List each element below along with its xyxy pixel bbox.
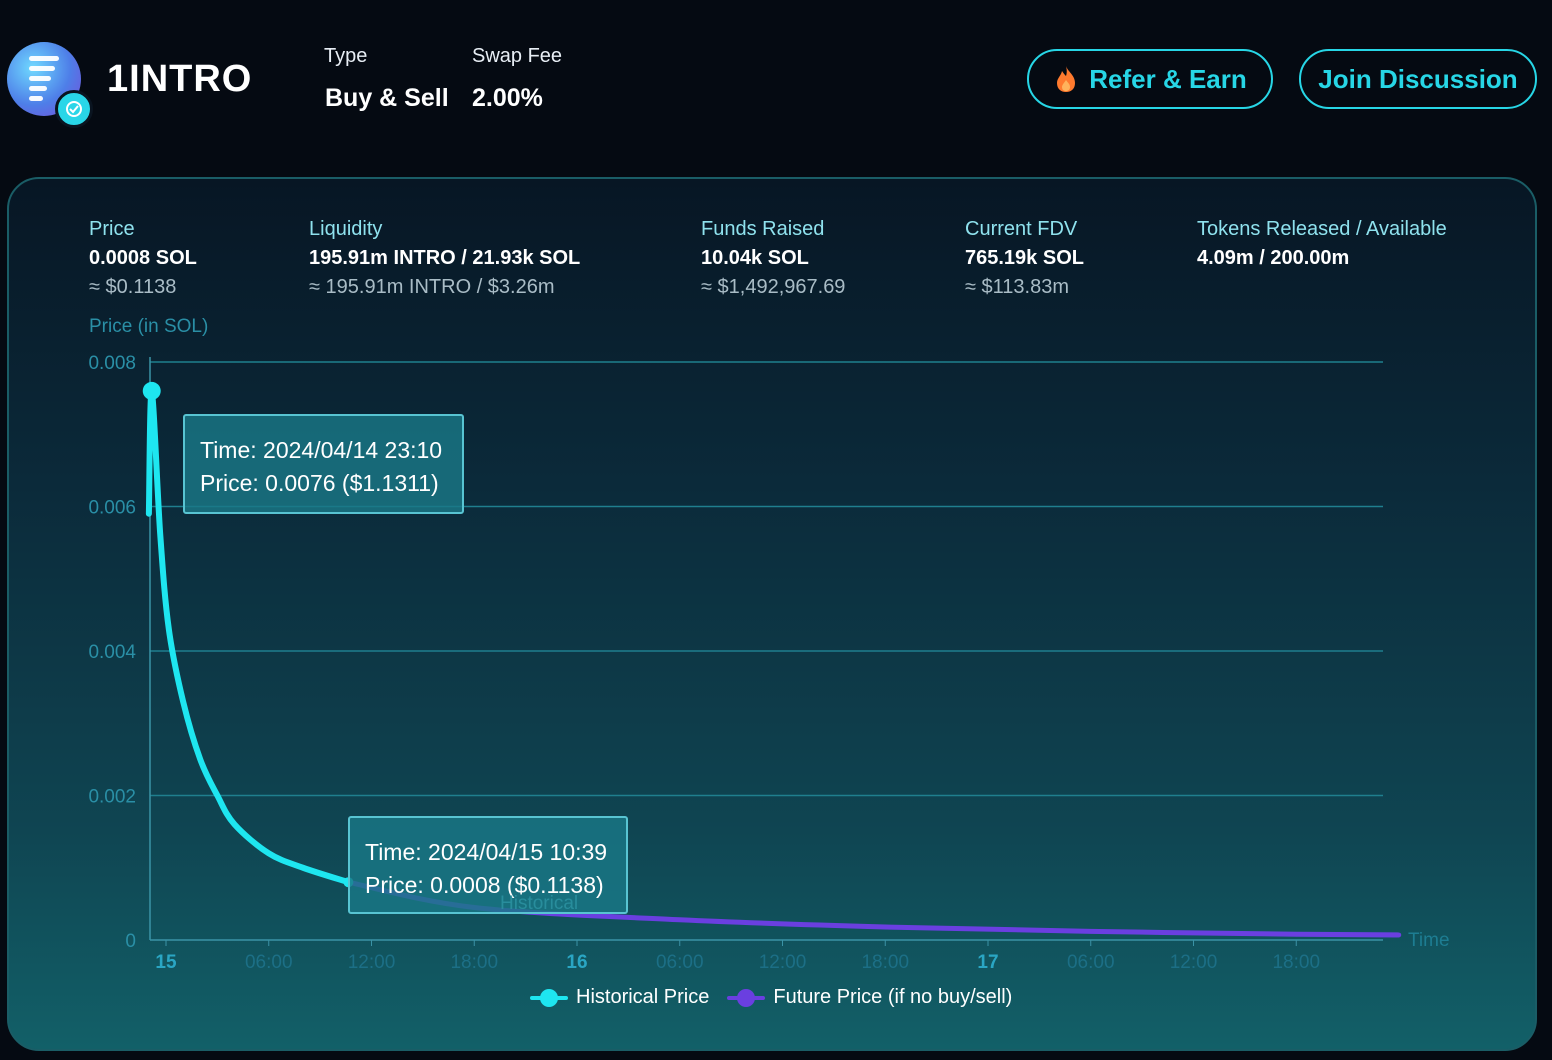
- x-tick-label: 12:00: [348, 952, 396, 973]
- stat-sub: ≈ $1,492,967.69: [701, 276, 846, 298]
- join-discussion-button[interactable]: Join Discussion: [1299, 49, 1537, 109]
- swap-fee-label: Swap Fee: [472, 45, 563, 67]
- x-tick-label: 12:00: [1170, 952, 1218, 973]
- stat-current-fdv: Current FDV 765.19k SOL ≈ $113.83m: [965, 218, 1084, 299]
- x-axis-title: Time: [1408, 930, 1450, 951]
- y-tick-label: 0.008: [88, 353, 136, 374]
- stat-tokens-released: Tokens Released / Available 4.09m / 200.…: [1197, 218, 1447, 276]
- token-title: 1INTRO: [107, 58, 253, 100]
- legend-swatch-future: [727, 987, 766, 1009]
- legend-label: Future Price (if no buy/sell): [773, 986, 1013, 1008]
- stat-label: Liquidity: [309, 218, 383, 240]
- y-tick-label: 0.004: [88, 642, 136, 663]
- tooltip-price: Price: 0.0076 ($1.1311): [200, 470, 439, 496]
- x-tick-label: 16: [566, 952, 587, 973]
- stat-value: 195.91m INTRO / 21.93k SOL: [309, 247, 581, 269]
- legend-item-historical[interactable]: Historical Price: [530, 986, 709, 1009]
- stat-label: Price: [89, 218, 135, 240]
- peak-point: [142, 381, 161, 400]
- verified-badge-icon: [55, 90, 93, 128]
- stat-label: Funds Raised: [701, 218, 825, 240]
- y-axis-title: Price (in SOL): [89, 316, 209, 337]
- tooltip-current: Time: 2024/04/15 10:39 Price: 0.0008 ($0…: [348, 816, 628, 914]
- tooltip-time: Time: 2024/04/14 23:10: [200, 437, 443, 463]
- tooltip-peak: Time: 2024/04/14 23:10 Price: 0.0076 ($1…: [183, 414, 464, 514]
- stat-price: Price 0.0008 SOL ≈ $0.1138: [89, 218, 197, 299]
- swap-fee-value: 2.00%: [472, 84, 543, 112]
- x-tick-label: 17: [977, 952, 998, 973]
- stat-sub: ≈ 195.91m INTRO / $3.26m: [309, 276, 555, 298]
- tooltip-time: Time: 2024/04/15 10:39: [365, 839, 608, 865]
- stat-value: 10.04k SOL: [701, 247, 809, 269]
- tooltip-price: Price: 0.0008 ($0.1138): [365, 872, 604, 898]
- stat-value: 765.19k SOL: [965, 247, 1084, 269]
- stat-sub: ≈ $113.83m: [965, 276, 1070, 298]
- stat-funds-raised: Funds Raised 10.04k SOL ≈ $1,492,967.69: [701, 218, 845, 299]
- x-tick-label: 18:00: [1272, 952, 1320, 973]
- refer-earn-label: Refer & Earn: [1089, 63, 1247, 94]
- y-tick-label: 0.006: [88, 498, 136, 519]
- chart-panel: [7, 177, 1537, 1051]
- token-logo: [7, 42, 93, 128]
- x-tick-label: 18:00: [861, 952, 909, 973]
- chart-legend: Historical Price Future Price (if no buy…: [530, 986, 1030, 1009]
- stat-sub: ≈ $0.1138: [89, 276, 177, 298]
- series-historical-line: [145, 387, 352, 886]
- tooltip-ghost-label: Historical: [500, 893, 579, 914]
- legend-item-future[interactable]: Future Price (if no buy/sell): [727, 986, 1012, 1009]
- y-tick-label: 0.002: [88, 787, 136, 808]
- join-discussion-label: Join Discussion: [1318, 63, 1518, 94]
- x-tick-label: 15: [155, 952, 177, 973]
- flame-icon: [1057, 66, 1076, 92]
- stat-value: 4.09m / 200.00m: [1197, 247, 1350, 269]
- stat-label: Current FDV: [965, 218, 1078, 240]
- stat-liquidity: Liquidity 195.91m INTRO / 21.93k SOL ≈ 1…: [309, 218, 580, 299]
- x-tick-label: 12:00: [759, 952, 807, 973]
- x-tick-label: 18:00: [450, 952, 498, 973]
- legend-swatch-historical: [530, 987, 568, 1009]
- stacked-bars-logo-icon: [29, 56, 59, 106]
- type-label: Type: [324, 45, 368, 67]
- refer-earn-button[interactable]: Refer & Earn: [1027, 49, 1273, 109]
- x-tick-label: 06:00: [1067, 952, 1115, 973]
- stat-label: Tokens Released / Available: [1197, 218, 1447, 240]
- x-tick-label: 06:00: [656, 952, 704, 973]
- legend-label: Historical Price: [576, 986, 710, 1008]
- stat-value: 0.0008 SOL: [89, 247, 197, 269]
- x-tick-label: 06:00: [245, 952, 293, 973]
- type-value: Buy & Sell: [325, 84, 449, 112]
- y-tick-label: 0: [125, 931, 136, 952]
